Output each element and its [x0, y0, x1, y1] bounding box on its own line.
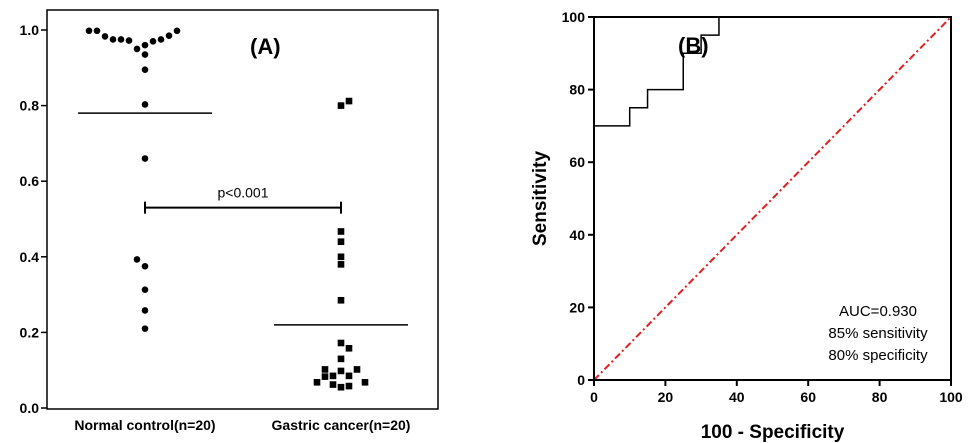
data-point-circle [101, 33, 109, 40]
data-point-square [345, 97, 353, 105]
data-point-square [353, 366, 361, 373]
y-tick-label: 0.2 [20, 324, 40, 340]
panel-b-roc: 0 20 40 60 80 100 0 20 40 60 80 100 (B) Sensitivit… [530, 9, 963, 443]
specificity-annotation: 80% specificity [828, 347, 928, 364]
panel-a-points [85, 27, 369, 391]
y-axis-title: Sensitivity [530, 151, 551, 246]
data-point-square [345, 372, 353, 380]
data-point-square [337, 261, 345, 268]
panel-b-plot-frame [593, 16, 952, 381]
data-point-circle [85, 27, 93, 35]
roc-reference-line [593, 16, 952, 381]
y-tick-label: 100 [562, 9, 586, 25]
y-tick-label: 20 [569, 299, 585, 315]
data-point-circle [173, 27, 181, 35]
data-point-square [361, 378, 369, 386]
data-point-square [337, 102, 345, 109]
y-tick-label: 0.0 [20, 400, 40, 416]
data-point-circle [141, 51, 149, 58]
panel-a-mean-lines [78, 112, 408, 326]
data-point-square [337, 228, 345, 235]
x-tick-label: 40 [729, 389, 745, 405]
data-point-circle [109, 36, 117, 43]
y-tick-label: 0.8 [20, 98, 40, 114]
sensitivity-annotation: 85% sensitivity [828, 325, 928, 342]
x-tick-label: 20 [658, 389, 674, 405]
auc-annotation: AUC=0.930 [839, 303, 917, 320]
data-point-circle [133, 45, 141, 53]
data-point-square [337, 253, 345, 261]
x-tick-label: 100 [939, 389, 963, 405]
roc-curve [594, 17, 720, 127]
y-tick-label: 40 [569, 227, 585, 243]
data-point-square [321, 373, 329, 380]
y-tick-label: 0 [577, 372, 585, 388]
data-point-square [345, 382, 353, 390]
y-tick-label: 0.4 [20, 249, 40, 265]
data-point-circle [93, 27, 101, 35]
panel-a-x-axis: Normal control(n=20) Gastric cancer(n=20) [74, 417, 410, 433]
data-point-square [345, 344, 353, 352]
data-point-circle [125, 37, 133, 44]
data-point-circle [117, 36, 125, 43]
panel-a-scatter: (A) 0.0 0.2 0.4 0.6 0.8 1.0 Normal control(n=… [20, 9, 439, 433]
y-tick-label: 0.6 [20, 173, 40, 189]
data-point-circle [141, 307, 149, 314]
data-point-circle [141, 101, 149, 108]
data-point-square [337, 355, 345, 363]
data-point-circle [149, 38, 157, 45]
data-point-circle [141, 262, 149, 270]
data-point-square [337, 339, 345, 347]
y-tick-label: 80 [569, 82, 585, 98]
significance-label: p<0.001 [218, 185, 269, 201]
panel-a-plot-frame [46, 9, 439, 410]
data-point-circle [133, 256, 141, 263]
x-tick-label: 60 [800, 389, 816, 405]
data-point-circle [141, 325, 149, 332]
x-axis-title: 100 - Specificity [701, 422, 845, 443]
panel-a-label: (A) [250, 34, 281, 59]
x-tick-label: 80 [872, 389, 888, 405]
x-category-label: Gastric cancer(n=20) [272, 417, 411, 433]
data-point-square [329, 381, 337, 388]
data-point-circle [141, 155, 149, 162]
x-category-label: Normal control(n=20) [74, 417, 215, 433]
data-point-circle [157, 36, 165, 43]
data-point-square [337, 383, 345, 391]
data-point-square [329, 372, 337, 380]
y-tick-label: 1.0 [20, 22, 40, 38]
data-point-square [337, 296, 345, 304]
data-point-square [337, 238, 345, 245]
panel-b-x-axis: 0 20 40 60 80 100 [590, 380, 963, 405]
data-point-circle [165, 32, 173, 39]
data-point-square [313, 378, 321, 386]
y-tick-label: 60 [569, 154, 585, 170]
data-point-square [321, 366, 329, 373]
data-point-square [337, 367, 345, 375]
panel-b-label: (B) [678, 33, 709, 58]
data-point-circle [141, 286, 149, 293]
panel-a-significance: p<0.001 [144, 185, 342, 214]
x-tick-label: 0 [590, 389, 598, 405]
data-point-circle [141, 66, 149, 73]
data-point-circle [141, 41, 149, 49]
panel-b-y-axis: 0 20 40 60 80 100 [562, 9, 594, 388]
panel-a-y-axis: 0.0 0.2 0.4 0.6 0.8 1.0 [20, 22, 47, 416]
